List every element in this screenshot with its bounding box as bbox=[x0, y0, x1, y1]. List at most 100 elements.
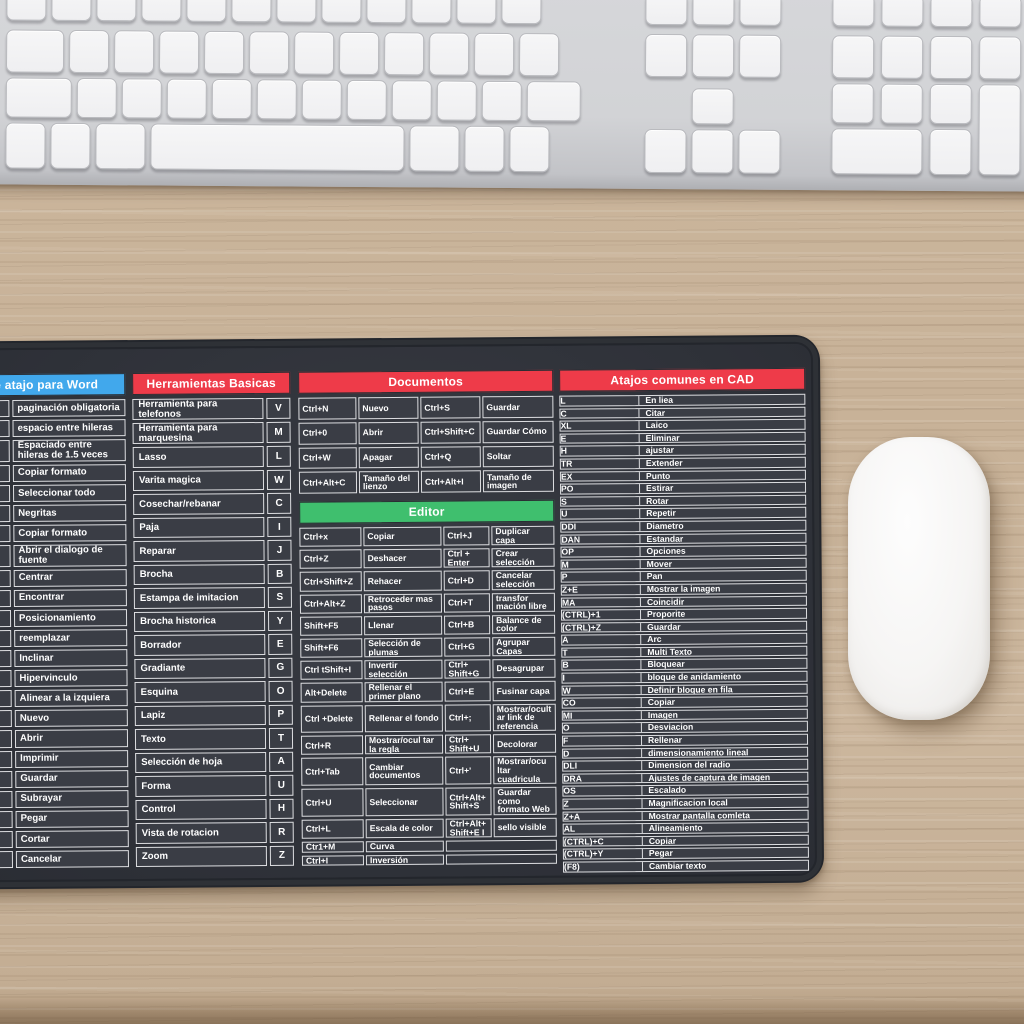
shortcut-keys: Ctrl+Q bbox=[420, 445, 481, 469]
tool-key: Y bbox=[267, 610, 293, 632]
keyboard-key bbox=[929, 35, 973, 80]
keyboard-key bbox=[978, 84, 1021, 176]
keyboard-key bbox=[691, 88, 734, 125]
shortcut-action: Nuevo bbox=[358, 396, 419, 419]
tool-name: Cosechar/rebanar bbox=[133, 493, 265, 515]
editor-shortcut-row: Shift+F6 Selección de plumas Ctrl+G Agrupar… bbox=[300, 636, 556, 658]
shortcut-keys: Ctrl+S bbox=[420, 396, 481, 419]
cad-shortcut-row: T Multi Texto bbox=[561, 645, 808, 659]
cad-action: Citar bbox=[638, 407, 805, 418]
keyboard-key bbox=[5, 29, 65, 73]
tool-key: I bbox=[267, 516, 292, 538]
editor-shortcut-row: Ctrl+Tab Cambiar documentos Ctrl+' Mostrar/… bbox=[301, 756, 557, 786]
cad-shortcut-row: DLI Dimension del radio bbox=[562, 758, 809, 772]
cad-action: Multi Texto bbox=[640, 647, 807, 657]
shortcut-keys: Ctrl+; bbox=[444, 703, 491, 732]
word-key-cell bbox=[0, 569, 11, 588]
cad-key: DRA bbox=[563, 773, 582, 784]
word-key-cell bbox=[0, 650, 12, 668]
keyboard-key bbox=[96, 0, 137, 22]
cad-action: Dimension del radio bbox=[641, 760, 808, 770]
cad-shortcut-row: PO Estirar bbox=[559, 481, 807, 495]
basic-tool-row: Forma U bbox=[135, 774, 294, 797]
document-shortcut-row: Ctrl+Alt+C Tamaño del lienzo Ctrl+Alt+I Tam… bbox=[298, 469, 555, 494]
editor-shortcut-row: Ctrl +Delete Rellenar el fondo Ctrl+; Mostr… bbox=[300, 703, 556, 733]
cad-key: P bbox=[561, 571, 568, 582]
editor-shortcut-row: Ctrl+Z Deshacer Ctrl + Enter Crear selecció… bbox=[299, 547, 555, 570]
editor-shortcut-row: Ctrl tShift+I Invertir selección Ctrl+ Shi… bbox=[300, 658, 556, 681]
cad-shortcut-row: (CTRL)+Z Guardar bbox=[561, 620, 808, 633]
keyboard-key bbox=[321, 0, 362, 23]
cad-action: Cambiar texto bbox=[641, 861, 809, 871]
shortcut-action: Invertir selección bbox=[364, 659, 443, 680]
word-shortcut-row: Copiar formato bbox=[0, 463, 126, 483]
shortcut-action: Rellenar el fondo bbox=[364, 704, 443, 733]
cad-key: B bbox=[562, 660, 569, 671]
cad-key: O bbox=[562, 723, 570, 734]
shortcut-action: Desagrupar bbox=[492, 658, 556, 679]
tool-key: L bbox=[266, 446, 291, 467]
keyboard-key bbox=[276, 0, 317, 23]
cad-action: Mover bbox=[639, 558, 806, 569]
word-action-label: Seleccionar todo bbox=[12, 483, 127, 502]
keyboard-key bbox=[211, 78, 252, 120]
cad-key: Z bbox=[563, 798, 569, 809]
editor-shortcut-row: Ctrl+I Inversión bbox=[301, 853, 557, 867]
basic-tool-row: Esquina O bbox=[134, 680, 293, 703]
document-shortcut-row: Ctrl+0 Abrir Ctrl+Shift+C Guardar Cómo bbox=[298, 420, 554, 445]
basic-tools-header: Herramientas Basicas bbox=[132, 371, 291, 396]
cad-shortcut-row: OS Escalado bbox=[562, 784, 809, 797]
keyboard-key bbox=[644, 33, 688, 78]
cad-action: Opciones bbox=[639, 546, 806, 556]
basic-tool-row: Borrador E bbox=[134, 634, 293, 656]
keyboard-key bbox=[391, 80, 432, 121]
tool-name: Lapiz bbox=[134, 704, 266, 727]
shortcut-keys: Ctrl+Tab bbox=[301, 757, 364, 786]
cad-shortcut-row: XL Laico bbox=[559, 418, 806, 432]
cad-key: DLI bbox=[563, 760, 578, 771]
shortcut-keys: Ctrl+Alt+I bbox=[420, 470, 482, 493]
cad-key: MI bbox=[562, 710, 573, 721]
word-shortcut-rows: paginación obligatoria espacio entre hile… bbox=[0, 399, 129, 869]
cad-shortcut-row: B Bloquear bbox=[561, 658, 808, 671]
cad-action: Rellenar bbox=[640, 735, 808, 745]
keyboard-key bbox=[158, 30, 200, 74]
cad-shortcut-row: TR Extender bbox=[559, 456, 806, 470]
shortcut-keys: Ctrl+Alt+ Shift+S bbox=[445, 787, 492, 816]
keyboard-key bbox=[738, 129, 781, 174]
tool-key: T bbox=[268, 727, 294, 749]
documents-rows: Ctrl+N Nuevo Ctrl+S Guardar Ctrl+0 Abrir Ctrl+… bbox=[298, 395, 555, 494]
editor-shortcut-row: Ctrl+Alt+Z Retroceder mas pasos Ctrl+T tran… bbox=[299, 592, 556, 614]
cad-shortcut-row: O Desviacion bbox=[561, 721, 808, 734]
basic-tool-row: Brocha historica Y bbox=[133, 610, 293, 633]
editor-shortcut-row: Shift+F5 Llenar Ctrl+B Balance de color bbox=[300, 614, 556, 636]
keyboard-key bbox=[518, 33, 560, 77]
cad-key: XL bbox=[560, 420, 572, 431]
keyboard-key bbox=[739, 0, 782, 26]
cad-action: bloque de anidamiento bbox=[640, 671, 807, 682]
document-shortcut-row: Ctrl+W Apagar Ctrl+Q Soltar bbox=[298, 445, 554, 469]
tool-name: Forma bbox=[135, 775, 267, 797]
basic-tool-row: Herramienta para telefonos V bbox=[132, 397, 291, 421]
document-shortcut-row: Ctrl+N Nuevo Ctrl+S Guardar bbox=[298, 395, 554, 420]
cad-action: Ajustes de captura de imagen bbox=[641, 772, 808, 783]
word-shortcut-row: Cortar bbox=[0, 829, 129, 849]
cad-action: Escalado bbox=[641, 785, 808, 795]
word-shortcut-row: Cancelar bbox=[0, 850, 129, 869]
cad-key: L bbox=[560, 395, 566, 406]
cad-key: DDI bbox=[561, 521, 577, 532]
word-shortcut-row: Copiar formato bbox=[0, 524, 127, 543]
cad-action: Arc bbox=[640, 634, 807, 644]
shortcut-action: Deshacer bbox=[363, 548, 442, 569]
shortcut-action: Crear selección bbox=[491, 547, 555, 568]
keyboard-key bbox=[691, 129, 734, 174]
basic-tool-row: Estampa de imitacion S bbox=[133, 587, 292, 609]
word-action-label: Cortar bbox=[15, 829, 129, 848]
basic-tool-row: Lapiz P bbox=[134, 704, 293, 727]
word-action-label: Inclinar bbox=[14, 649, 128, 668]
basic-tool-row: Texto T bbox=[134, 727, 294, 750]
shortcut-keys: Shift+F6 bbox=[300, 638, 363, 658]
tool-name: Gradiante bbox=[134, 657, 266, 680]
documents-editor-column: Documentos Ctrl+N Nuevo Ctrl+S Guardar Ctrl+… bbox=[298, 369, 557, 867]
